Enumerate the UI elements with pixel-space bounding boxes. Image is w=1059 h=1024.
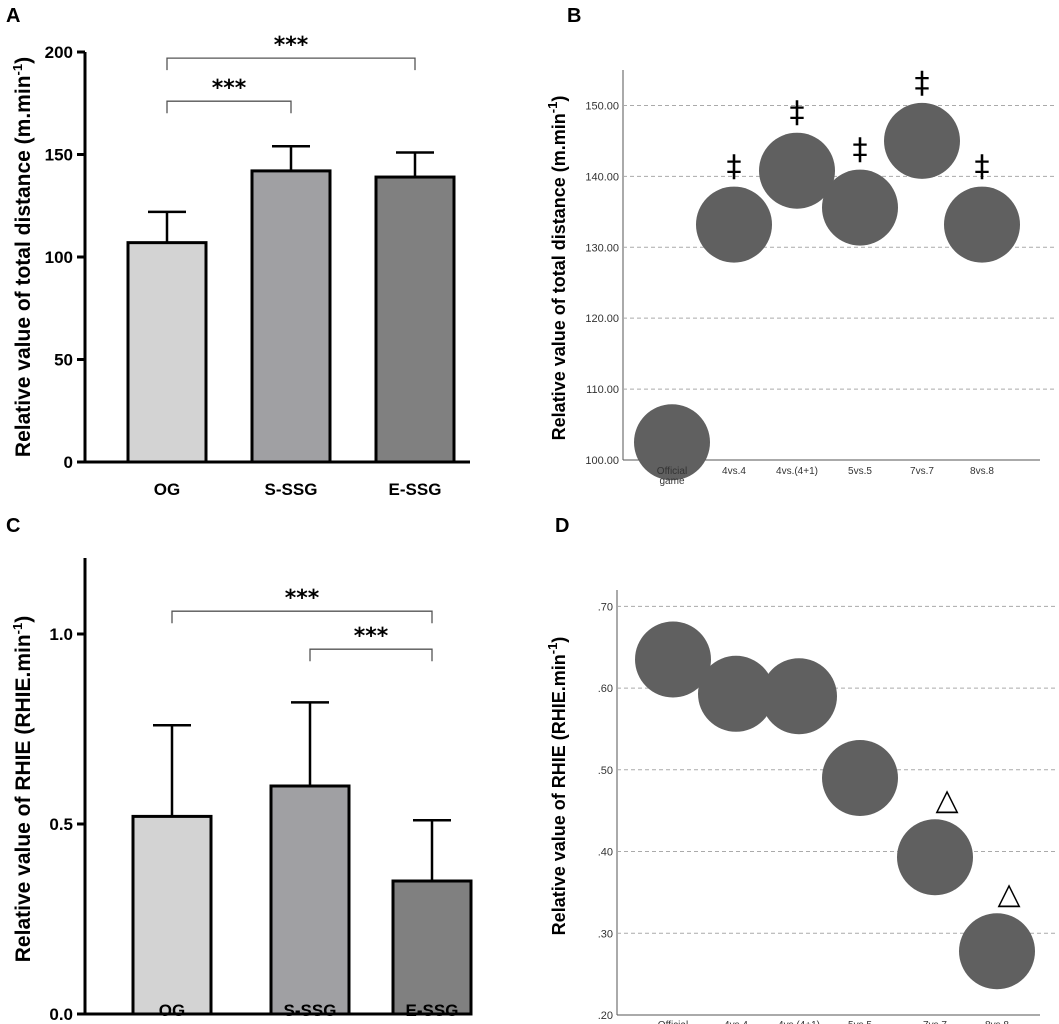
y-tick-label: .30: [598, 928, 613, 940]
y-axis-title-main: Relative value of RHIE (RHIE.min: [12, 634, 35, 962]
significance-marker: ‡: [915, 66, 930, 101]
y-axis-title-main: Relative value of total distance (m.min: [12, 75, 35, 457]
data-point: [822, 169, 898, 246]
panel-c: C Relative value of RHIE (RHIE.min-1) 0.0 0…: [6, 515, 473, 1024]
x-category-label: 7vs.7: [910, 466, 934, 477]
y-tick-label: 120.00: [585, 313, 619, 325]
x-category-label: S-SSG: [265, 480, 318, 499]
panel-label: B: [567, 5, 581, 27]
significance-marker: △: [935, 782, 958, 817]
bar-e-ssg: [391, 879, 473, 1016]
y-tick-label: .20: [598, 1010, 613, 1022]
y-tick-label: 0.0: [49, 1005, 73, 1024]
y-axis-title-sup: -1: [545, 643, 560, 655]
panel-a: A Relative value of total distance (m.min…: [6, 5, 470, 499]
panel-label: A: [6, 5, 20, 27]
x-category-label: 7vs.7: [923, 1020, 947, 1024]
y-tick-label: 150.00: [585, 100, 619, 112]
y-tick-label: 200: [45, 43, 73, 62]
x-category-label: 4vs.(4+1): [778, 1020, 820, 1024]
bar-e-ssg: [374, 175, 456, 464]
significance-marker: ‡: [790, 96, 805, 131]
y-axis-title: Relative value of RHIE (RHIE.min-1): [10, 616, 35, 962]
panel-d: D Relative value of RHIE (RHIE.min-1) .20.…: [545, 515, 1055, 1024]
x-category-label: 5vs.5: [848, 466, 872, 477]
significance-marker: ‡: [853, 133, 868, 168]
significance-label: ***: [274, 33, 309, 58]
data-point: [822, 739, 898, 816]
significance-label: ***: [212, 76, 247, 101]
significance-marker: ‡: [975, 150, 990, 185]
y-axis-title-tail: ): [549, 637, 569, 643]
x-category-label: 4vs.4: [724, 1020, 748, 1024]
y-axis-title-tail: ): [549, 96, 569, 102]
y-tick-label: .40: [598, 847, 613, 859]
y-axis-title-main: Relative value of total distance (m.min: [549, 113, 569, 440]
y-tick-label: .50: [598, 765, 613, 777]
bar-og: [126, 241, 208, 464]
y-tick-label: 100: [45, 248, 73, 267]
y-tick-label: .70: [598, 601, 613, 613]
significance-bracket: [309, 648, 433, 662]
data-point: [634, 404, 710, 481]
y-tick-label: 1.0: [49, 625, 73, 644]
y-axis-title-sup: -1: [10, 64, 25, 76]
bar-s-ssg: [250, 169, 332, 464]
y-tick-label: 110.00: [586, 384, 619, 396]
x-category-label: Official: [658, 1020, 688, 1024]
x-category-label: Official: [657, 466, 687, 477]
y-axis-title-tail: ): [12, 616, 35, 623]
x-category-label: S-SSG: [284, 1001, 337, 1020]
y-axis-title: Relative value of RHIE (RHIE.min-1): [545, 637, 569, 936]
panel-b: B Relative value of total distance (m.min…: [545, 5, 1055, 487]
y-axis-title-sup: -1: [10, 623, 25, 635]
x-category-label: 5vs.5: [848, 1020, 872, 1024]
x-category-label: game: [659, 476, 684, 487]
y-axis-title-main: Relative value of RHIE (RHIE.min: [549, 654, 569, 935]
y-tick-label: 0: [64, 453, 73, 472]
y-tick-label: .60: [598, 683, 613, 695]
x-category-label: E-SSG: [406, 1001, 459, 1020]
x-category-label: 4vs.(4+1): [776, 466, 818, 477]
significance-marker: △: [997, 876, 1020, 911]
y-tick-label: 140.00: [585, 171, 619, 183]
data-point: [698, 655, 774, 732]
y-tick-label: 130.00: [585, 242, 619, 254]
y-axis-title-sup: -1: [545, 102, 560, 114]
significance-bracket: [166, 57, 416, 71]
x-category-label: 8vs.8: [970, 466, 994, 477]
significance-bracket: [166, 100, 292, 114]
y-axis-title-tail: ): [12, 57, 35, 64]
y-axis-title: Relative value of total distance (m.min-…: [10, 57, 35, 457]
data-point: [696, 186, 772, 263]
data-point: [944, 186, 1020, 263]
significance-label: ***: [354, 624, 389, 649]
data-point: [884, 102, 960, 179]
y-tick-label: 50: [54, 351, 73, 370]
data-point: [761, 658, 837, 735]
data-point: [897, 819, 973, 896]
significance-marker: ‡: [727, 150, 742, 185]
panel-label: D: [555, 515, 569, 537]
bar-og: [131, 814, 213, 1016]
x-category-label: OG: [154, 480, 180, 499]
y-tick-label: 100.00: [585, 455, 619, 467]
significance-bracket: [171, 610, 433, 624]
x-category-label: 4vs.4: [722, 466, 746, 477]
y-tick-label: 0.5: [49, 815, 73, 834]
data-point: [959, 913, 1035, 990]
panel-label: C: [6, 515, 20, 537]
significance-label: ***: [285, 586, 320, 611]
x-category-label: OG: [159, 1001, 185, 1020]
data-point: [635, 621, 711, 698]
bar-s-ssg: [269, 784, 351, 1016]
y-axis-title: Relative value of total distance (m.min-…: [545, 96, 569, 441]
data-point: [759, 132, 835, 209]
y-tick-label: 150: [45, 146, 73, 165]
x-category-label: 8vs.8: [985, 1020, 1009, 1024]
x-category-label: E-SSG: [389, 480, 442, 499]
